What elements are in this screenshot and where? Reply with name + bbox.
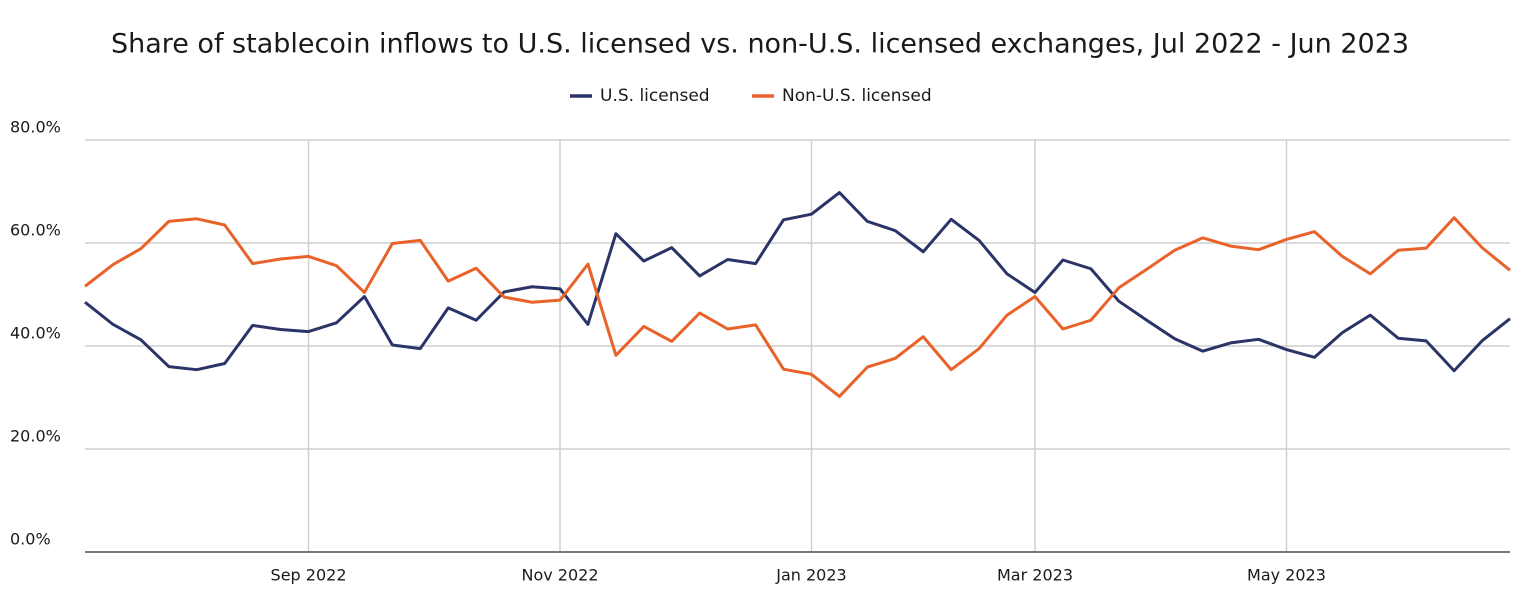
x-tick-label: Jan 2023 [775,566,846,585]
y-tick-label: 60.0% [10,221,61,240]
legend-label: U.S. licensed [600,86,710,106]
y-tick-label: 0.0% [10,530,51,549]
series-line [84,191,1511,373]
x-tick-label: Sep 2022 [271,566,347,585]
x-tick-label: Mar 2023 [997,566,1073,585]
legend-label: Non-U.S. licensed [782,86,932,106]
x-tick-label: May 2023 [1247,566,1326,585]
chart-title: Share of stablecoin inflows to U.S. lice… [111,29,1409,60]
y-tick-label: 20.0% [10,427,61,446]
y-tick-label: 40.0% [10,324,61,343]
x-tick-label: Nov 2022 [521,566,598,585]
series-line [84,216,1511,398]
y-tick-label: 80.0% [10,118,61,137]
